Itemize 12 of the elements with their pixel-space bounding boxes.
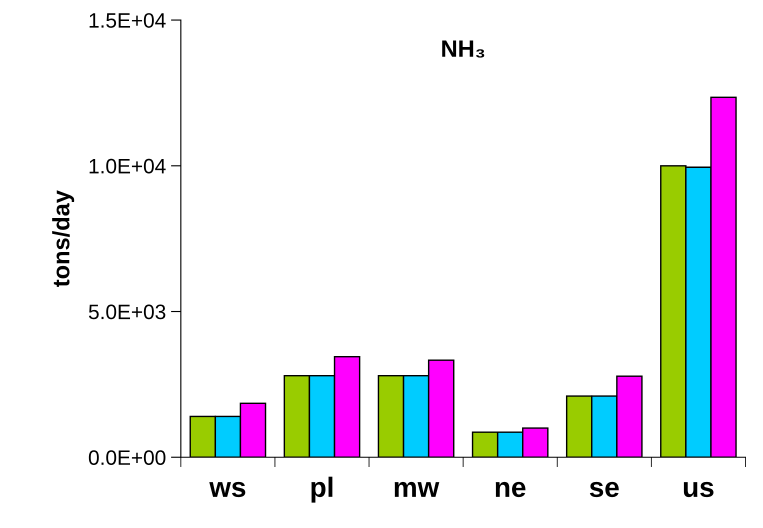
y-axis-title: tons/day: [52, 190, 74, 287]
text: NH₃: [442, 40, 484, 58]
x-tick-label: mw: [394, 482, 440, 497]
y-tick-label: 1.0E+04: [90, 158, 166, 174]
x-tick-label: ne: [496, 482, 526, 498]
y-tick-label: 1.5E+04: [90, 13, 166, 28]
x-tick-label: ws: [209, 482, 246, 498]
y-tick-label: 5.0E+03: [88, 304, 166, 320]
x-tick-label: us: [684, 482, 714, 498]
y-tick-label: 0.0E+00: [88, 450, 166, 465]
x-tick-label: se: [590, 482, 619, 498]
x-tick-label: pl: [311, 476, 332, 503]
